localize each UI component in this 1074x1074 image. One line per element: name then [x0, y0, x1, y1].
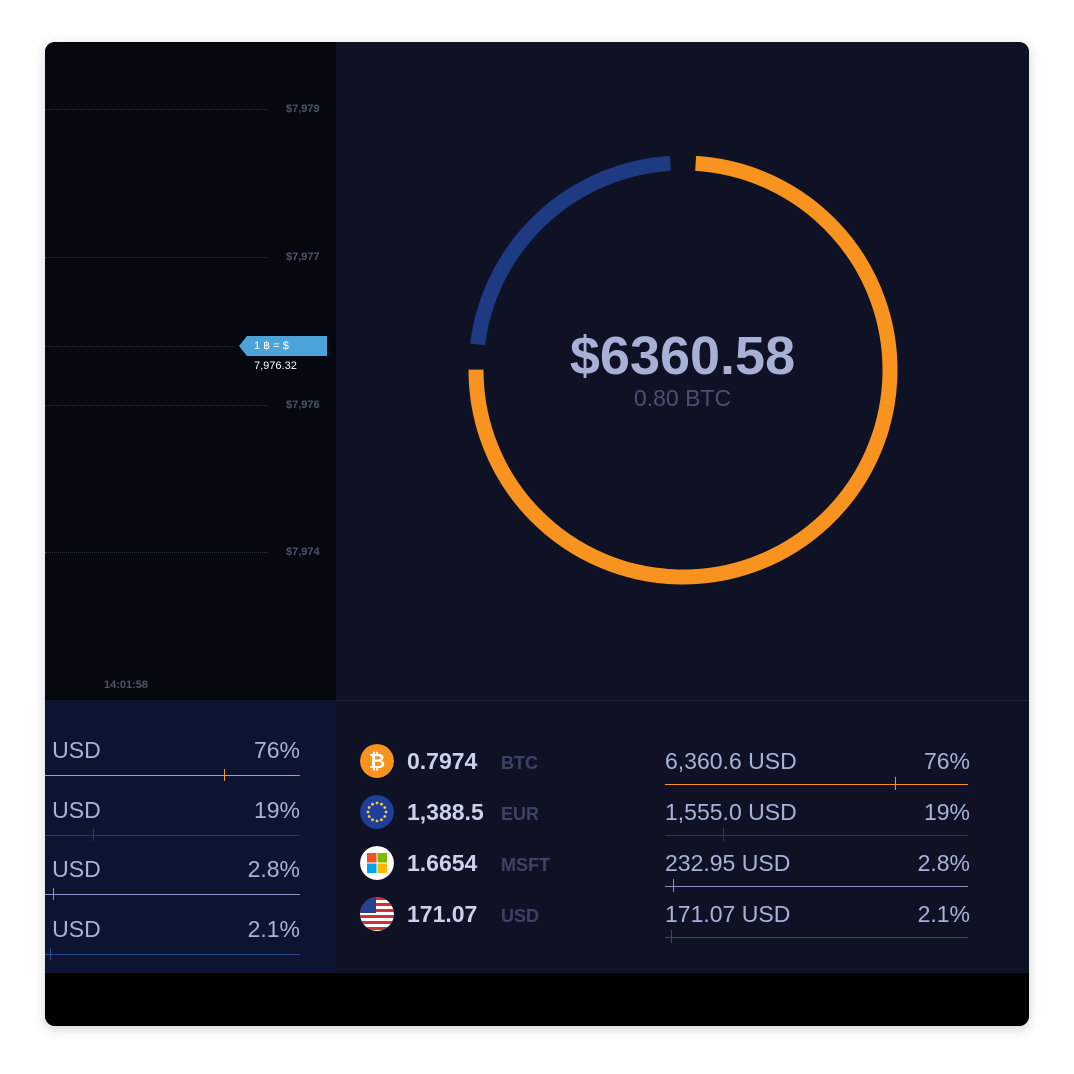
asset-percent: 76%: [923, 748, 970, 774]
asset-percent: 2.1%: [917, 901, 970, 927]
asset-usd-value: 232.95 USD: [665, 850, 791, 876]
grid-line: [45, 346, 235, 347]
allocation-marker: [673, 879, 675, 892]
asset-ticker: EUR: [501, 804, 540, 824]
allocation-marker: [671, 930, 673, 943]
asset-amount: 1.6654: [407, 850, 478, 876]
asset-ticker: BTC: [501, 753, 538, 773]
allocation-marker: [52, 888, 54, 900]
portfolio-total-usd: $6360.58: [569, 326, 796, 386]
asset-usd-value: 171.07 USD: [665, 901, 791, 927]
allocation-bar: [665, 886, 968, 887]
allocation-bar: [665, 784, 968, 785]
percent-value: 76%: [253, 737, 300, 763]
euro-flag-icon: [360, 795, 394, 829]
asset-row-btc[interactable]: ₿ 0.7974 BTC 6,360.6 USD 76%: [360, 744, 970, 790]
allocation-marker: [223, 769, 225, 781]
x-time-label: 14:01:58: [104, 679, 149, 691]
usd-value: 6 USD: [45, 737, 101, 763]
list-item[interactable]: 7 USD 2.1%: [45, 916, 300, 960]
asset-usd-value: 6,360.6 USD: [665, 748, 797, 774]
donut-segment-other: [470, 155, 671, 346]
asset-row-msft[interactable]: 1.6654 MSFT 232.95 USD 2.8%: [360, 846, 970, 892]
asset-row-eur[interactable]: 1,388.5 EUR 1,555.0 USD 19%: [360, 795, 970, 841]
price-chart[interactable]: $7,979 $7,977 1 ฿ = $ 7,976.32 $7,976 $7…: [45, 42, 336, 700]
portfolio-summary: $6360.58 0.80 BTC: [336, 42, 1029, 700]
allocation-bar: [45, 835, 300, 836]
usd-value: 5 USD: [45, 856, 101, 882]
portfolio-donut-chart: [468, 155, 898, 585]
allocation-bar: [665, 937, 968, 938]
grid-line: [45, 257, 267, 258]
us-flag-icon: [360, 897, 394, 931]
allocation-marker: [50, 948, 52, 960]
usd-value: 7 USD: [45, 916, 101, 942]
allocation-bar: [665, 835, 968, 836]
list-item[interactable]: 0 USD 19%: [45, 797, 300, 841]
allocation-marker: [895, 777, 897, 790]
y-tick-label: $7,974: [286, 546, 320, 558]
percent-value: 19%: [253, 797, 300, 823]
grid-line: [45, 405, 267, 406]
microsoft-icon: [360, 846, 394, 880]
app-window: $7,979 $7,977 1 ฿ = $ 7,976.32 $7,976 $7…: [45, 42, 1029, 1026]
asset-usd-value: 1,555.0 USD: [665, 799, 797, 825]
list-item[interactable]: 6 USD 76%: [45, 737, 300, 781]
portfolio-total-btc: 0.80 BTC: [633, 385, 732, 411]
asset-percent: 2.8%: [917, 850, 970, 876]
asset-row-usd[interactable]: 171.07 USD 171.07 USD 2.1%: [360, 897, 970, 943]
y-tick-label: $7,976: [286, 399, 320, 411]
bitcoin-icon: ₿: [360, 744, 394, 778]
bottom-bar: [45, 973, 1029, 1026]
grid-line: [45, 109, 267, 110]
allocation-marker: [722, 828, 724, 841]
svg-text:₿: ₿: [369, 749, 385, 773]
percent-value: 2.1%: [247, 916, 300, 942]
asset-amount: 1,388.5: [407, 799, 484, 825]
asset-ticker: MSFT: [501, 855, 550, 875]
grid-line: [45, 552, 267, 553]
holdings-list-partial: 6 USD 76% 0 USD 19% 5 USD 2.8% 7 USD 2.1…: [45, 700, 336, 973]
allocation-marker: [93, 829, 95, 841]
allocation-bar: [45, 775, 300, 776]
y-tick-label: $7,979: [286, 103, 320, 115]
percent-value: 2.8%: [247, 856, 300, 882]
usd-value: 0 USD: [45, 797, 101, 823]
holdings-list: ₿ 0.7974 BTC 6,360.6 USD 76% 1,388.5: [336, 700, 1029, 974]
asset-percent: 19%: [923, 799, 970, 825]
asset-ticker: USD: [501, 906, 540, 926]
y-tick-label: $7,977: [286, 251, 320, 263]
allocation-bar: [45, 954, 300, 955]
allocation-bar: [45, 894, 300, 895]
asset-amount: 0.7974: [407, 748, 478, 774]
asset-amount: 171.07: [407, 901, 478, 927]
donut-segment-btc: [468, 155, 898, 585]
current-price-tag: 1 ฿ = $ 7,976.32: [239, 336, 327, 372]
list-item[interactable]: 5 USD 2.8%: [45, 856, 300, 900]
